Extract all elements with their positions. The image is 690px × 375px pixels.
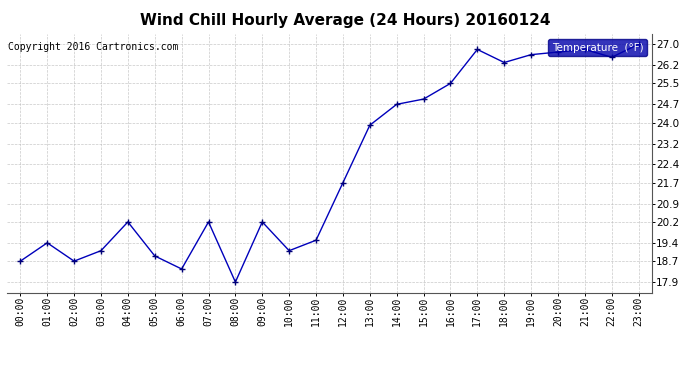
Text: Wind Chill Hourly Average (24 Hours) 20160124: Wind Chill Hourly Average (24 Hours) 201… bbox=[140, 13, 550, 28]
Text: Copyright 2016 Cartronics.com: Copyright 2016 Cartronics.com bbox=[8, 42, 179, 51]
Legend: Temperature  (°F): Temperature (°F) bbox=[548, 39, 647, 56]
